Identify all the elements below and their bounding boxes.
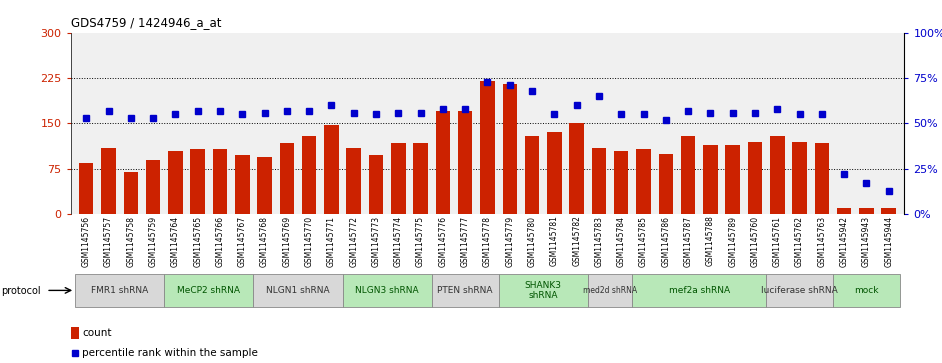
Bar [368,155,383,214]
Bar [280,143,294,214]
Bar [302,135,317,214]
Text: NLGN3 shRNA: NLGN3 shRNA [355,286,419,295]
Bar [636,149,651,214]
Text: FMR1 shRNA: FMR1 shRNA [91,286,148,295]
Bar [588,274,632,307]
Bar [792,142,806,214]
Text: GDS4759 / 1424946_a_at: GDS4759 / 1424946_a_at [71,16,221,29]
Bar [102,148,116,214]
Bar [498,274,588,307]
Bar [71,327,79,339]
Bar [766,274,833,307]
Bar [257,157,272,214]
Bar [632,274,766,307]
Bar [324,125,339,214]
Bar [547,132,561,214]
Text: percentile rank within the sample: percentile rank within the sample [83,348,258,358]
Bar [748,142,762,214]
Bar [236,155,250,214]
Bar [882,208,896,214]
Bar [164,274,253,307]
Bar [525,135,540,214]
Bar [681,135,695,214]
Bar [859,208,873,214]
Text: mef2a shRNA: mef2a shRNA [669,286,730,295]
Bar [431,274,498,307]
Bar [614,151,628,214]
Text: luciferase shRNA: luciferase shRNA [761,286,838,295]
Bar [703,144,718,214]
Bar [253,274,343,307]
Text: med2d shRNA: med2d shRNA [583,286,637,295]
Text: PTEN shRNA: PTEN shRNA [437,286,493,295]
Bar [169,151,183,214]
Bar [391,143,406,214]
Bar [190,149,205,214]
Bar [414,143,428,214]
Text: NLGN1 shRNA: NLGN1 shRNA [267,286,330,295]
Bar [347,148,361,214]
Bar [480,81,495,214]
Text: SHANK3
shRNA: SHANK3 shRNA [525,281,561,300]
Bar [502,84,517,214]
Bar [79,163,93,214]
Bar [343,274,431,307]
Bar [569,123,584,214]
Bar [658,154,673,214]
Text: count: count [83,328,112,338]
Bar [146,160,160,214]
Bar [75,274,164,307]
Text: protocol: protocol [1,286,41,297]
Bar [836,208,852,214]
Bar [833,274,900,307]
Bar [458,111,473,214]
Text: mock: mock [854,286,879,295]
Bar [725,144,739,214]
Text: MeCP2 shRNA: MeCP2 shRNA [177,286,240,295]
Bar [770,135,785,214]
Bar [213,149,227,214]
Bar [123,172,138,214]
Bar [435,111,450,214]
Bar [815,143,829,214]
Bar [592,148,607,214]
